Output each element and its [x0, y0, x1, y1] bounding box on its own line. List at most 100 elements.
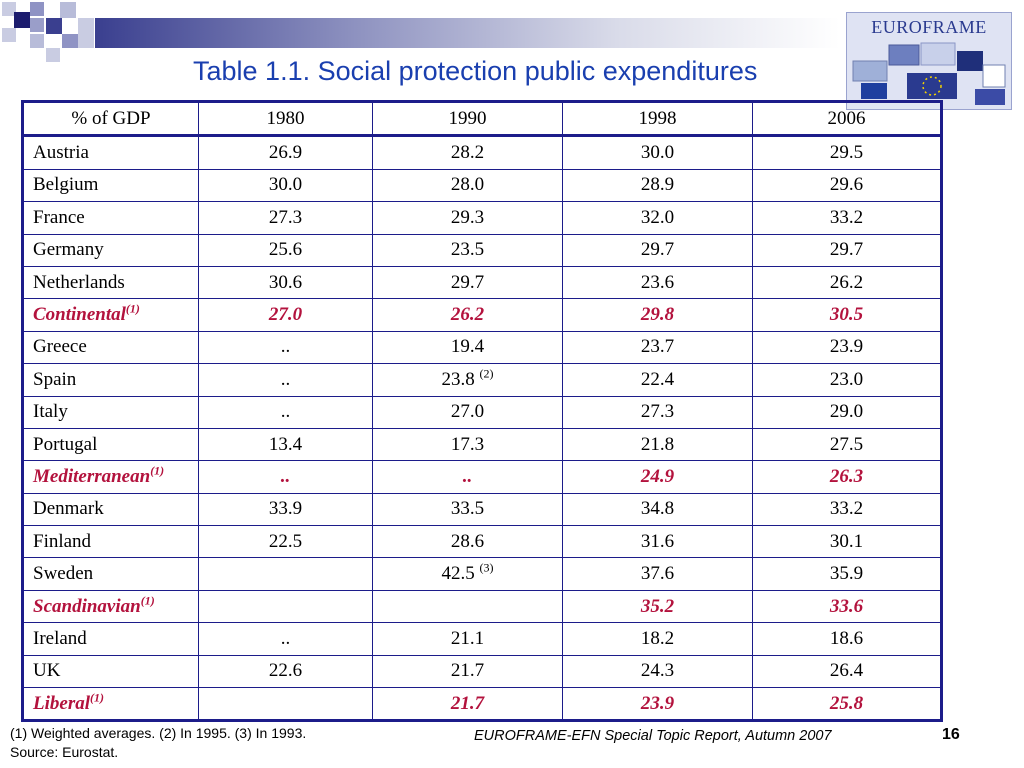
- table-row: Belgium 30.0 28.0 28.9 29.6: [22, 168, 942, 203]
- value-cell: 26.3: [752, 460, 942, 494]
- value-cell: 21.1: [372, 622, 563, 656]
- value-text: 23.0: [829, 368, 864, 390]
- value-cell: 17.3: [372, 427, 563, 462]
- value-cell: 23.0: [752, 363, 942, 397]
- value-cell: 33.2: [752, 201, 942, 235]
- logo-text: EUROFRAME: [871, 17, 987, 37]
- value-cell: 28.0: [372, 168, 563, 203]
- value-cell: 19.4: [372, 330, 563, 365]
- row-label: Denmark: [22, 492, 199, 527]
- value-cell: 27.3: [562, 395, 753, 429]
- logo-emblem: [852, 42, 1006, 105]
- value-text: 29.8: [640, 304, 675, 326]
- value-cell: 25.6: [198, 233, 373, 267]
- value-cell: 27.0: [198, 298, 373, 332]
- value-cell: 27.5: [752, 427, 942, 462]
- value-cell: 35.9: [752, 557, 942, 591]
- value-text: 33.9: [268, 498, 303, 520]
- column-header: 2006: [752, 100, 942, 138]
- value-text: 26.2: [450, 304, 485, 326]
- value-cell: 22.4: [562, 363, 753, 397]
- value-cell: 26.4: [752, 654, 942, 689]
- row-label: Greece: [22, 330, 199, 365]
- value-text: 26.9: [268, 142, 303, 164]
- value-cell: 30.5: [752, 298, 942, 332]
- column-header: 1998: [562, 100, 753, 138]
- value-cell: 26.2: [372, 298, 563, 332]
- value-text: ..: [280, 401, 291, 423]
- value-text: 30.6: [268, 271, 303, 293]
- value-cell: ..: [198, 395, 373, 429]
- value-text: 27.3: [640, 401, 675, 423]
- value-cell: 23.9: [562, 687, 753, 722]
- value-cell: [198, 589, 373, 624]
- page-title: Table 1.1. Social protection public expe…: [193, 56, 758, 86]
- value-text: 22.6: [268, 660, 303, 682]
- value-text: 33.5: [450, 498, 485, 520]
- value-text: ..: [280, 368, 291, 390]
- value-cell: 23.5: [372, 233, 563, 267]
- value-cell: 32.0: [562, 201, 753, 235]
- value-text: 23.7: [640, 336, 675, 358]
- row-label: Portugal: [22, 427, 199, 462]
- value-text: 29.0: [829, 401, 864, 423]
- table-row: Scandinavian(1) 35.2 33.6: [22, 589, 942, 624]
- row-label-text: Germany: [33, 239, 104, 261]
- row-label-text: Italy: [33, 401, 68, 423]
- value-cell: 28.6: [372, 525, 563, 559]
- table-row: Mediterranean(1).... 24.9 26.3: [22, 460, 942, 494]
- row-label-text: Liberal: [33, 692, 90, 714]
- value-text: 21.7: [450, 692, 485, 714]
- value-cell: 23.9: [752, 330, 942, 365]
- value-cell: 29.7: [752, 233, 942, 267]
- value-text: 23.6: [640, 271, 675, 293]
- value-text: 24.9: [640, 465, 675, 487]
- value-text: 18.6: [829, 627, 864, 649]
- row-label: Mediterranean(1): [22, 460, 199, 494]
- row-label-text: Austria: [33, 142, 89, 164]
- value-cell: 29.6: [752, 168, 942, 203]
- row-label: Austria: [22, 135, 199, 170]
- value-text: 23.8: [441, 368, 475, 390]
- value-cell: 29.0: [752, 395, 942, 429]
- value-cell: 29.3: [372, 201, 563, 235]
- value-text: 35.2: [640, 595, 675, 617]
- value-cell: 18.6: [752, 622, 942, 656]
- value-cell: 37.6: [562, 557, 753, 591]
- decor-square: [2, 28, 16, 42]
- row-label-text: Scandinavian: [33, 595, 141, 617]
- table-row: Continental(1) 27.0 26.2 29.8 30.5: [22, 298, 942, 332]
- value-cell: 23.8 (2): [372, 363, 563, 397]
- value-cell: 24.9: [562, 460, 753, 494]
- value-cell: 23.7: [562, 330, 753, 365]
- column-header: % of GDP: [22, 100, 199, 138]
- value-text: 29.7: [829, 239, 864, 261]
- value-cell: 30.0: [198, 168, 373, 203]
- row-label-text: Portugal: [33, 433, 98, 455]
- footnote-marker: (1): [140, 593, 155, 608]
- row-label: Liberal(1): [22, 687, 199, 722]
- footnote-line: (1) Weighted averages. (2) In 1995. (3) …: [10, 725, 307, 741]
- value-cell: 30.0: [562, 135, 753, 170]
- row-label-text: Spain: [33, 368, 77, 390]
- row-label-text: Belgium: [33, 174, 99, 196]
- table-row: Sweden 42.5 (3) 37.6 35.9: [22, 557, 942, 591]
- row-label-text: Sweden: [33, 563, 94, 585]
- value-text: 26.4: [829, 660, 864, 682]
- value-text: 29.6: [829, 174, 864, 196]
- value-cell: 25.8: [752, 687, 942, 722]
- value-text: 13.4: [268, 433, 303, 455]
- table-body: % of GDP 1980 1990 1998 2006 Austria 26.9…: [22, 100, 942, 722]
- table-row: Netherlands 30.6 29.7 23.6 26.2: [22, 265, 942, 300]
- value-cell: 22.5: [198, 525, 373, 559]
- value-text: 24.3: [640, 660, 675, 682]
- value-text: 28.9: [640, 174, 675, 196]
- row-label-text: Finland: [33, 530, 92, 552]
- value-text: 19.4: [450, 336, 485, 358]
- value-cell: ..: [198, 460, 373, 494]
- table-row: Finland 22.5 28.6 31.6 30.1: [22, 525, 942, 559]
- value-text: 27.0: [450, 401, 485, 423]
- value-cell: 21.7: [372, 654, 563, 689]
- value-text: 21.8: [640, 433, 675, 455]
- value-cell: 34.8: [562, 492, 753, 527]
